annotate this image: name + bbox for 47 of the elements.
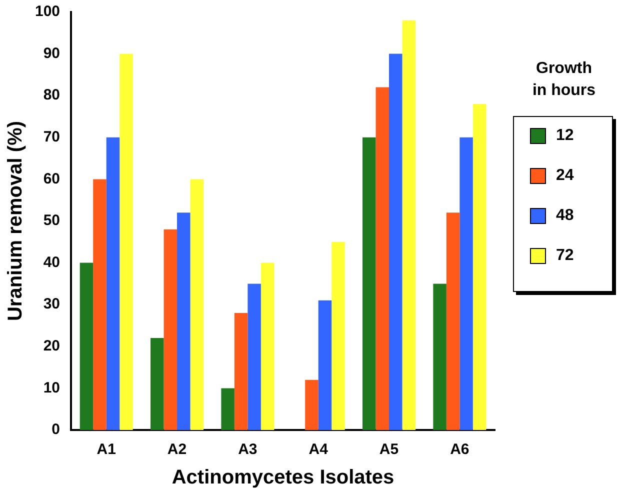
legend-label: 24 — [556, 167, 574, 185]
bar — [460, 137, 473, 430]
y-tick-label: 0 — [52, 421, 60, 438]
x-tick-label: A6 — [450, 441, 470, 458]
bar — [472, 104, 486, 430]
bar — [318, 300, 332, 430]
bar — [164, 229, 178, 430]
bar — [221, 388, 234, 430]
bar — [248, 284, 261, 430]
bar — [190, 179, 204, 430]
y-axis-title: Uranium removal (%) — [4, 120, 27, 322]
bar — [389, 54, 402, 430]
y-tick-label: 60 — [43, 170, 60, 188]
legend-label: 48 — [556, 207, 574, 225]
bar — [332, 242, 345, 430]
bar — [150, 338, 164, 430]
bar — [177, 212, 190, 430]
bar — [80, 262, 94, 430]
bar — [362, 137, 376, 430]
y-tick-label: 10 — [43, 379, 60, 396]
bar — [446, 212, 460, 430]
y-tick-label: 100 — [34, 3, 60, 20]
bar — [402, 20, 416, 430]
x-tick-label: A4 — [308, 441, 329, 458]
bar — [433, 284, 446, 430]
x-tick-label: A3 — [238, 441, 258, 458]
bar — [260, 262, 274, 430]
legend-label: 12 — [556, 127, 574, 145]
bar — [234, 312, 248, 430]
bar — [305, 380, 318, 430]
y-tick-label: 30 — [43, 296, 60, 313]
x-tick-label: A1 — [96, 441, 116, 458]
legend-label: 72 — [556, 247, 574, 265]
y-tick-label: 90 — [43, 44, 60, 62]
y-tick-label: 50 — [43, 212, 60, 230]
x-axis-title: Actinomycetes Isolates — [172, 466, 394, 489]
x-tick-label: A2 — [167, 441, 187, 458]
legend-title: Growth in hours — [531, 59, 597, 101]
y-tick-label: 70 — [43, 128, 60, 146]
bar — [106, 137, 120, 430]
y-tick-label: 80 — [43, 86, 60, 104]
bar — [93, 179, 106, 430]
y-tick-label: 40 — [43, 254, 60, 271]
bar — [376, 87, 390, 430]
y-tick-label: 20 — [43, 338, 60, 355]
x-tick-label: A5 — [379, 441, 399, 458]
bar — [120, 54, 133, 430]
